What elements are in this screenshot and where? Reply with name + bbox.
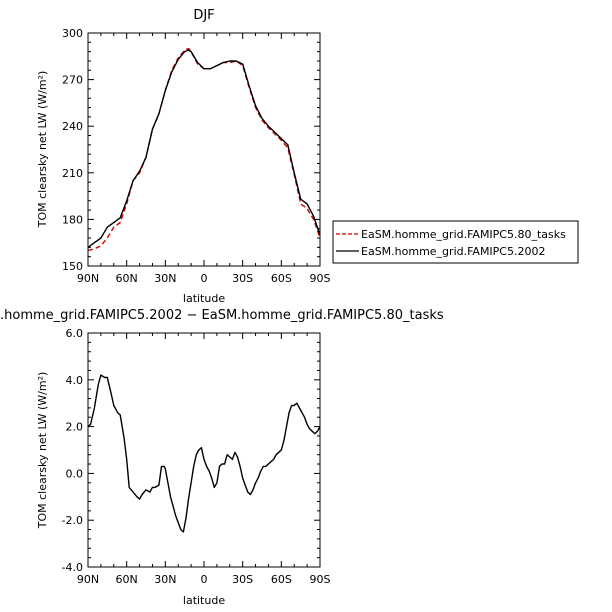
x-tick-label: 30S [232,272,253,285]
y-tick-label: 180 [62,213,83,226]
y-tick-label: 210 [62,167,83,180]
x-tick-label: 60N [116,272,138,285]
x-tick-label: 90S [310,272,331,285]
y-tick-label: 6.0 [66,327,84,340]
axis-ticks: 90N 60N 30N 0 30S 60S 90S 150 180 210 240 270 300 [62,27,331,285]
x-tick-label: 0 [201,573,208,586]
x-tick-label: 60S [271,272,292,285]
x-axis-label: latitude [183,594,225,607]
y-tick-label: 4.0 [66,374,84,387]
y-tick-label: 0.0 [66,467,84,480]
y-axis-label: TOM clearsky net LW (W/m²) [36,372,49,530]
x-tick-label: 30N [154,272,176,285]
panel-zonal-mean: DJF 90N 60N 30N 0 30S 60S 90S 150 180 210 240 270 30… [36,8,579,305]
legend-label-2002: EaSM.homme_grid.FAMIPC5.2002 [361,245,545,258]
series-line-0 [87,374,321,533]
chart-title: DJF [193,8,214,23]
panel-difference: EaSM.homme_grid.FAMIPC5.2002 − EaSM.homm… [0,308,444,607]
y-tick-label: -2.0 [62,514,83,527]
y-tick-label: -4.0 [62,561,83,574]
y-tick-label: 300 [62,27,83,40]
series-layer [87,374,321,533]
x-tick-label: 60S [271,573,292,586]
series-line-0 [87,47,321,252]
x-tick-label: 90S [310,573,331,586]
series-layer [87,47,321,252]
x-tick-label: 60N [116,573,138,586]
legend: EaSM.homme_grid.FAMIPC5.80_tasks EaSM.ho… [332,220,579,264]
x-tick-label: 90N [77,573,99,586]
x-tick-label: 30S [232,573,253,586]
legend-label-80-tasks: EaSM.homme_grid.FAMIPC5.80_tasks [361,228,566,241]
y-tick-label: 270 [62,74,83,87]
plot-frame [87,332,321,568]
x-tick-label: 0 [201,272,208,285]
difference-title: EaSM.homme_grid.FAMIPC5.2002 − EaSM.homm… [0,308,444,323]
axis-ticks: 90N 60N 30N 0 30S 60S 90S -4.0 -2.0 0.0 2.0 4.0 6.0 [62,327,331,586]
legend-box [332,220,579,264]
y-axis-label: TOM clearsky net LW (W/m²) [36,71,49,229]
x-tick-label: 30N [154,573,176,586]
series-line-1 [87,49,321,248]
y-tick-label: 150 [62,260,83,273]
y-tick-label: 2.0 [66,421,84,434]
x-axis-label: latitude [183,292,225,305]
y-tick-label: 240 [62,120,83,133]
x-tick-label: 90N [77,272,99,285]
